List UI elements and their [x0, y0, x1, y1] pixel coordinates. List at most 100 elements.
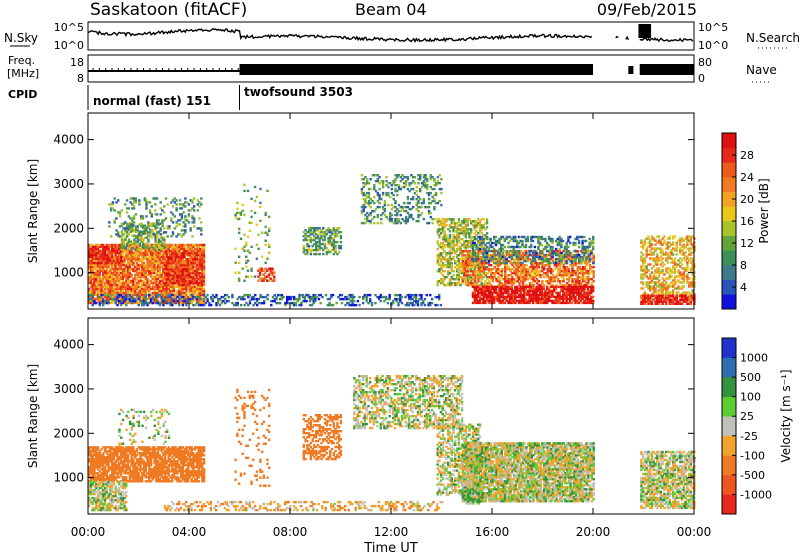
heatmap-cell — [132, 263, 135, 267]
heatmap-cell — [174, 282, 177, 285]
heatmap-cell — [420, 185, 424, 189]
heatmap-cell — [95, 275, 98, 279]
heatmap-cell — [155, 281, 158, 285]
heatmap-cell — [183, 281, 186, 285]
heatmap-cell — [202, 291, 206, 295]
heatmap-cell — [551, 237, 554, 241]
heatmap-cell — [498, 261, 501, 265]
heatmap-cell — [367, 213, 371, 217]
heatmap-cell — [145, 215, 148, 218]
heatmap-cell — [112, 299, 116, 303]
heatmap-cell — [322, 252, 325, 256]
heatmap-cell — [108, 225, 111, 228]
heatmap-cell — [161, 224, 164, 227]
heatmap-cell — [163, 240, 166, 243]
heatmap-cell — [164, 273, 167, 277]
heatmap-cell — [151, 267, 154, 271]
heatmap-cell — [128, 267, 132, 271]
heatmap-cell — [96, 275, 100, 279]
heatmap-cell — [125, 279, 128, 283]
heatmap-cell — [127, 233, 130, 236]
heatmap-cell — [195, 276, 198, 279]
heatmap-cell — [431, 217, 434, 221]
heatmap-cell — [95, 279, 98, 283]
heatmap-cell — [202, 247, 206, 251]
heatmap-cell — [171, 199, 175, 202]
nsky-panel: N.Sky 10^5 10^0 10^5 10^0 N.Search — [4, 21, 800, 52]
heatmap-cell — [315, 229, 318, 232]
heatmap-cell — [178, 219, 182, 222]
heatmap-cell — [105, 265, 109, 269]
heatmap-cell — [313, 242, 316, 246]
heatmap-cell — [102, 275, 105, 279]
heatmap-cell — [139, 251, 142, 255]
heatmap-cell — [434, 184, 438, 187]
heatmap-cell — [188, 293, 192, 297]
heatmap-cell — [171, 291, 174, 295]
heatmap-cell — [130, 253, 133, 257]
heatmap-cell — [100, 297, 103, 301]
heatmap-cell — [158, 283, 162, 287]
heatmap-cell — [592, 280, 595, 283]
heatmap-cell — [369, 205, 372, 209]
heatmap-cell — [195, 282, 198, 285]
heatmap-cell — [505, 249, 508, 253]
heatmap-cell — [179, 293, 183, 297]
heatmap-cell — [332, 238, 336, 242]
heatmap-cell — [96, 261, 100, 265]
heatmap-cell — [438, 174, 441, 177]
heatmap-cell — [102, 255, 105, 259]
heatmap-cell — [163, 264, 167, 267]
heatmap-cell — [105, 299, 109, 303]
heatmap-cell — [142, 244, 145, 247]
heatmap-cell — [118, 271, 121, 275]
heatmap-cell — [111, 261, 114, 265]
heatmap-cell — [179, 282, 183, 285]
heatmap-cell — [134, 201, 138, 204]
heatmap-cell — [139, 259, 142, 263]
heatmap-cell — [148, 271, 151, 275]
heatmap-cell — [152, 244, 155, 247]
heatmap-cell — [154, 203, 157, 206]
heatmap-cell — [403, 182, 406, 185]
heatmap-cell — [172, 297, 176, 301]
heatmap-cell — [134, 301, 137, 305]
heatmap-cell — [176, 274, 179, 277]
heatmap-cell — [381, 191, 385, 195]
heatmap-cell — [193, 254, 197, 257]
heatmap-cell — [250, 275, 253, 278]
heatmap-cell — [114, 273, 117, 277]
heatmap-cell — [258, 271, 262, 274]
heatmap-cell — [98, 263, 101, 267]
heatmap-cell — [390, 207, 394, 211]
heatmap-cell — [114, 255, 117, 259]
heatmap-cell — [105, 283, 109, 287]
heatmap-cell — [95, 273, 98, 277]
heatmap-cell — [134, 255, 137, 259]
heatmap-cell — [119, 251, 123, 255]
heatmap-cell — [153, 301, 156, 305]
heatmap-cell — [132, 279, 135, 283]
heatmap-cell — [132, 293, 135, 297]
heatmap-cell — [96, 289, 100, 293]
heatmap-cell — [267, 273, 271, 276]
heatmap-cell — [100, 281, 103, 285]
heatmap-cell — [139, 295, 142, 299]
heatmap-cell — [179, 262, 183, 265]
heatmap-cell — [155, 221, 159, 224]
heatmap-cell — [149, 246, 152, 249]
heatmap-cell — [125, 271, 128, 275]
heatmap-cell — [88, 287, 91, 291]
heatmap-cell — [155, 259, 158, 263]
heatmap-cell — [103, 289, 107, 293]
heatmap-cell — [132, 205, 136, 208]
heatmap-cell — [197, 247, 200, 251]
heatmap-cell — [88, 251, 91, 255]
heatmap-cell — [433, 217, 436, 221]
heatmap-cell — [264, 225, 267, 228]
heatmap-cell — [95, 247, 98, 251]
heatmap-cell — [234, 247, 237, 250]
heatmap-cell — [187, 275, 190, 279]
heatmap-cell — [146, 259, 149, 263]
heatmap-cell — [158, 257, 162, 261]
